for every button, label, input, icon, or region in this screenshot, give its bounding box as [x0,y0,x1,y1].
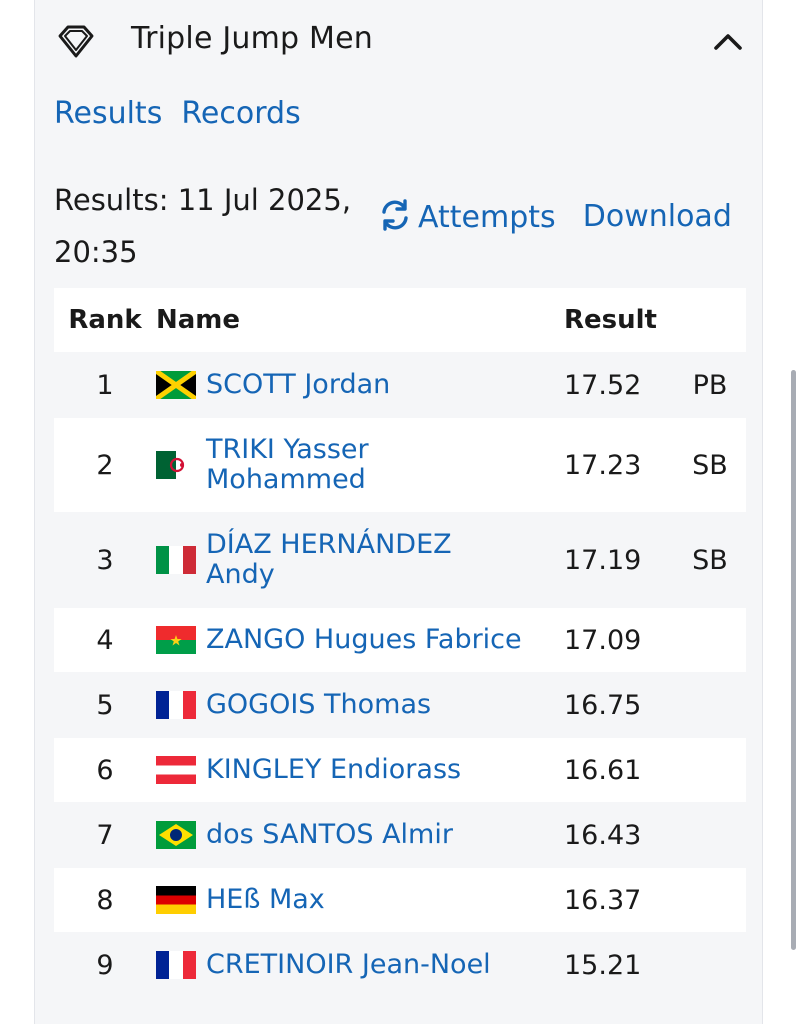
algeria-flag-icon [156,451,196,479]
sync-icon [378,198,412,232]
result-cell: 16.75 [564,689,642,721]
record-badge: SB [692,544,728,576]
rank-cell: 6 [96,754,114,786]
result-cell: 17.52 [564,369,642,401]
austria-flag-icon [156,756,196,784]
record-badge [674,738,746,802]
rank-header: Rank [54,288,156,352]
note-header [674,288,746,352]
attempts-button[interactable]: Attempts [378,198,556,235]
name-header: Name [156,288,564,352]
result-cell: 15.21 [564,949,642,981]
event-title: Triple Jump Men [131,21,373,56]
athlete-name-link[interactable]: GOGOIS Thomas [206,689,432,720]
burkina-faso-flag-icon [156,626,196,654]
rank-cell: 8 [96,884,114,916]
table-row[interactable]: 1 SCOTT Jordan 17.52 PB [54,352,746,418]
record-badge [674,932,746,998]
athlete-name-link[interactable]: TRIKI Yasser Mohammed [206,434,369,495]
athlete-name-link[interactable]: ZANGO Hugues Fabrice [206,624,522,655]
brazil-flag-icon [156,821,196,849]
attempts-label: Attempts [418,200,556,235]
result-cell: 16.61 [564,754,642,786]
athlete-name-link[interactable]: HEß Max [206,884,325,915]
table-header-row: Rank Name Result [54,288,746,352]
rank-cell: 4 [96,624,114,656]
athlete-name-link[interactable]: KINGLEY Endiorass [206,754,462,785]
tab-records[interactable]: Records [181,96,301,131]
rank-cell: 2 [96,449,114,481]
result-cell: 16.43 [564,819,642,851]
italy-flag-icon [156,546,196,574]
table-row[interactable]: 6 KINGLEY Endiorass 16.61 [54,738,746,802]
france-flag-icon [156,691,196,719]
table-row[interactable]: 2 TRIKI Yasser Mohammed 17.23 SB [54,418,746,512]
results-actions: Attempts Download [378,198,732,242]
france-flag-icon [156,951,196,979]
athlete-name-link[interactable]: DÍAZ HERNÁNDEZ Andy [206,529,452,590]
diamond-league-logo-icon [56,24,96,60]
event-tabs: Results Records [54,96,315,140]
rank-cell: 7 [96,819,114,851]
athlete-name-link[interactable]: SCOTT Jordan [206,369,391,400]
record-badge [674,802,746,868]
results-table: Rank Name Result 1 SCOTT Jordan 17.52 [54,288,746,998]
rank-cell: 9 [96,949,114,981]
download-link[interactable]: Download [582,199,732,234]
table-row[interactable]: 7 dos SANTOS Almir 16.43 [54,802,746,868]
table-row[interactable]: 3 DÍAZ HERNÁNDEZ Andy 17.19 SB [54,512,746,608]
result-cell: 16.37 [564,884,642,916]
rank-cell: 3 [96,544,114,576]
event-header[interactable]: Triple Jump Men [35,0,762,84]
results-timestamp: Results: 11 Jul 2025, 20:35 [54,183,352,269]
chevron-up-icon[interactable] [708,22,748,62]
result-cell: 17.23 [564,449,642,481]
record-badge [674,672,746,738]
athlete-name-link[interactable]: CRETINOIR Jean-Noel [206,949,491,980]
result-cell: 17.19 [564,544,642,576]
record-badge [674,608,746,672]
rank-cell: 5 [96,689,114,721]
record-badge [674,868,746,932]
tab-results[interactable]: Results [54,96,163,131]
germany-flag-icon [156,886,196,914]
event-card: Triple Jump Men Results Records Results:… [34,0,763,1024]
table-row[interactable]: 5 GOGOIS Thomas 16.75 [54,672,746,738]
table-row[interactable]: 4 ZANGO Hugues Fabrice 17.09 [54,608,746,672]
table-row[interactable]: 8 HEß Max 16.37 [54,868,746,932]
table-row[interactable]: 9 CRETINOIR Jean-Noel 15.21 [54,932,746,998]
rank-cell: 1 [96,369,114,401]
result-header: Result [564,288,674,352]
jamaica-flag-icon [156,371,196,399]
record-badge: PB [692,369,728,401]
scrollbar[interactable] [791,370,796,950]
result-cell: 17.09 [564,624,642,656]
record-badge: SB [692,449,728,481]
athlete-name-link[interactable]: dos SANTOS Almir [206,819,453,850]
